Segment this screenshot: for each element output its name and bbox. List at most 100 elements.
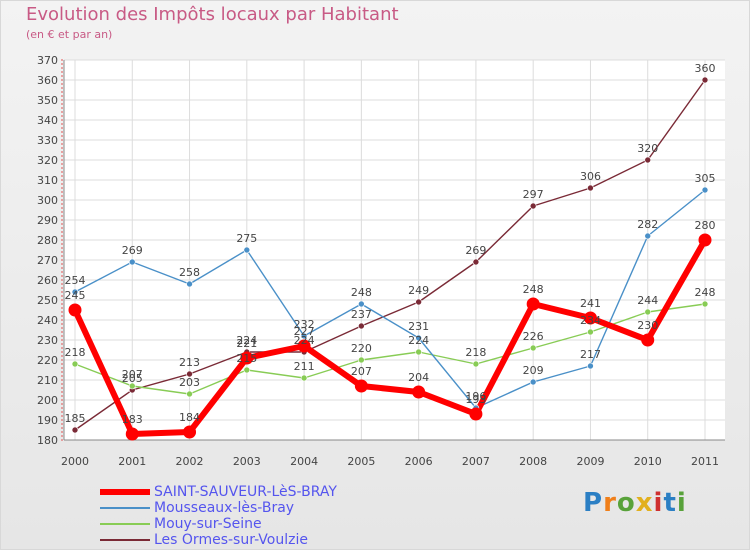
data-point bbox=[125, 427, 139, 441]
data-point bbox=[701, 300, 709, 308]
legend-label: SAINT-SAUVEUR-LèS-BRAY bbox=[154, 484, 337, 500]
data-label: 280 bbox=[695, 219, 716, 232]
data-label: 360 bbox=[695, 62, 716, 75]
legend-item: Mousseaux-lès-Bray bbox=[100, 500, 390, 516]
data-point bbox=[587, 362, 594, 370]
data-point bbox=[240, 351, 254, 365]
x-tick-label: 2002 bbox=[176, 455, 204, 468]
series-line bbox=[72, 238, 708, 437]
data-label: 217 bbox=[580, 348, 601, 361]
data-point bbox=[412, 385, 426, 399]
data-point bbox=[583, 311, 597, 325]
x-tick-label: 2003 bbox=[233, 455, 261, 468]
x-tick-label: 2010 bbox=[634, 455, 662, 468]
data-point bbox=[128, 382, 136, 390]
data-point bbox=[529, 344, 537, 352]
data-label: 207 bbox=[351, 365, 372, 378]
data-point bbox=[415, 348, 422, 356]
data-point bbox=[644, 308, 652, 316]
y-tick-label: 320 bbox=[37, 154, 58, 167]
data-label: 226 bbox=[523, 330, 544, 343]
y-tick-label: 210 bbox=[37, 374, 58, 387]
data-label: 245 bbox=[65, 289, 86, 302]
series-line bbox=[74, 79, 706, 431]
data-label: 218 bbox=[65, 346, 86, 359]
data-point bbox=[472, 360, 480, 368]
data-point bbox=[698, 233, 712, 247]
y-tick-label: 230 bbox=[37, 334, 58, 347]
data-label: 297 bbox=[523, 188, 544, 201]
data-label: 227 bbox=[294, 325, 315, 338]
data-label: 204 bbox=[408, 371, 429, 384]
data-labels: 185 205 213 224 224 237 249 269 297 306 320 360 218 2… bbox=[65, 62, 716, 426]
data-label: 224 bbox=[408, 334, 429, 347]
data-label: 209 bbox=[523, 364, 544, 377]
data-point bbox=[71, 360, 79, 368]
legend-item: Les Ormes-sur-Voulzie bbox=[100, 532, 390, 548]
data-label: 320 bbox=[637, 142, 658, 155]
data-label: 184 bbox=[179, 411, 200, 424]
series-lines bbox=[72, 79, 708, 437]
y-tick-label: 280 bbox=[37, 234, 58, 247]
data-point bbox=[529, 378, 537, 386]
data-label: 306 bbox=[580, 170, 601, 183]
y-tick-label: 250 bbox=[37, 294, 58, 307]
data-point bbox=[358, 322, 365, 330]
y-tick-label: 180 bbox=[37, 434, 58, 447]
data-point bbox=[128, 258, 136, 266]
data-label: 230 bbox=[637, 319, 658, 332]
data-label: 254 bbox=[65, 274, 86, 287]
chart-subtitle: (en € et par an) bbox=[26, 28, 113, 41]
x-tick-label: 2001 bbox=[118, 455, 146, 468]
data-label: 269 bbox=[465, 244, 486, 257]
x-tick-label: 2009 bbox=[576, 455, 604, 468]
data-label: 231 bbox=[408, 320, 429, 333]
y-tick-label: 310 bbox=[37, 174, 58, 187]
legend-swatch bbox=[100, 523, 150, 525]
data-label: 196 bbox=[465, 390, 486, 403]
data-label: 213 bbox=[179, 356, 200, 369]
data-point bbox=[300, 332, 308, 340]
data-point bbox=[644, 156, 652, 164]
data-label: 220 bbox=[351, 342, 372, 355]
data-point bbox=[415, 298, 422, 306]
y-tick-label: 300 bbox=[37, 194, 58, 207]
y-tick-label: 340 bbox=[37, 114, 58, 127]
data-point bbox=[71, 426, 79, 434]
data-label: 269 bbox=[122, 244, 143, 257]
y-tick-label: 270 bbox=[37, 254, 58, 267]
data-label: 193 bbox=[465, 393, 486, 406]
y-tick-label: 200 bbox=[37, 394, 58, 407]
data-label: 249 bbox=[408, 284, 429, 297]
legend-label: Mouy-sur-Seine bbox=[154, 516, 262, 532]
data-label: 205 bbox=[122, 372, 143, 385]
data-point bbox=[587, 328, 594, 336]
gridlines bbox=[64, 59, 725, 441]
series-line bbox=[74, 303, 706, 395]
data-point bbox=[183, 425, 197, 439]
legend: SAINT-SAUVEUR-LèS-BRAY Mousseaux-lès-Bra… bbox=[100, 484, 390, 548]
data-point bbox=[297, 339, 311, 353]
data-label: 244 bbox=[637, 294, 658, 307]
data-label: 282 bbox=[637, 218, 658, 231]
y-tick-label: 260 bbox=[37, 274, 58, 287]
y-tick-label: 290 bbox=[37, 214, 58, 227]
data-point bbox=[354, 379, 368, 393]
data-point bbox=[243, 366, 251, 374]
y-tick-label: 330 bbox=[37, 134, 58, 147]
chart-title: Evolution des Impôts locaux par Habitant bbox=[26, 4, 399, 25]
data-point bbox=[186, 370, 193, 378]
data-point bbox=[701, 186, 709, 194]
data-label: 241 bbox=[580, 297, 601, 310]
plot-area bbox=[64, 60, 725, 440]
series-markers bbox=[68, 76, 712, 441]
data-point bbox=[701, 76, 709, 84]
y-tick-label: 190 bbox=[37, 414, 58, 427]
data-label: 275 bbox=[236, 232, 257, 245]
legend-label: Mousseaux-lès-Bray bbox=[154, 500, 295, 516]
data-label: 258 bbox=[179, 266, 200, 279]
legend-label: Les Ormes-sur-Voulzie bbox=[154, 532, 308, 548]
legend-swatch bbox=[100, 539, 150, 541]
data-point bbox=[472, 258, 480, 266]
data-label: 221 bbox=[236, 337, 257, 350]
